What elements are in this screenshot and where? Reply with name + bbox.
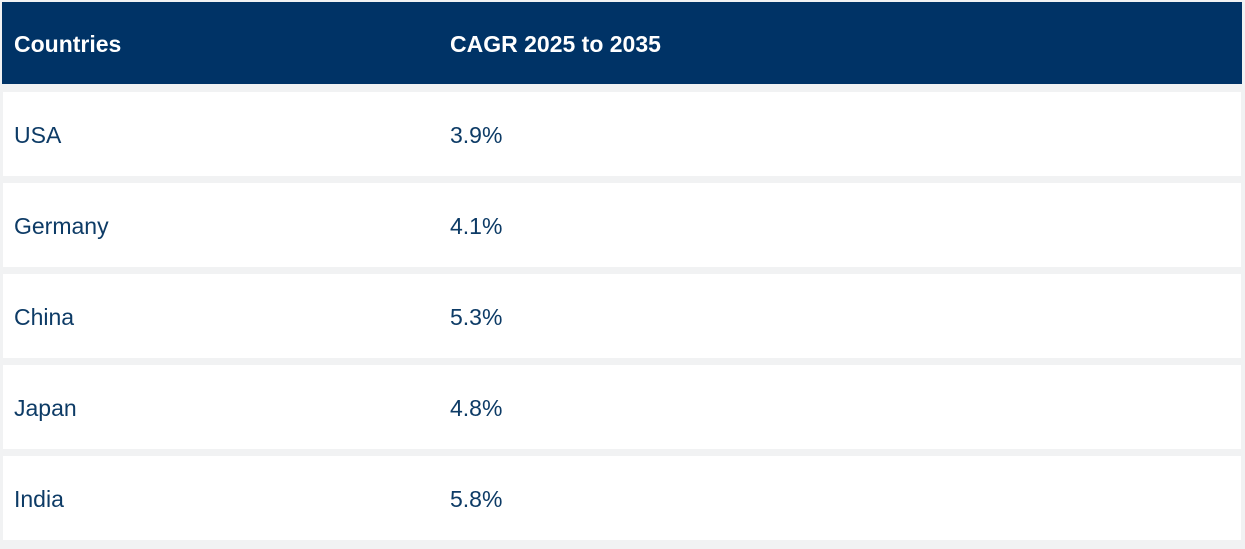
country-cell: Japan [14,395,77,421]
country-cell: USA [14,122,62,148]
table-row: USA 3.9% [3,92,1241,176]
country-cell: India [14,486,64,512]
cagr-cell: 4.1% [450,213,503,239]
cagr-cell: 5.3% [450,304,503,330]
table-row: Germany 4.1% [3,183,1241,267]
table-row: India 5.8% [3,456,1241,540]
header-countries: Countries [14,31,122,57]
table-row: Japan 4.8% [3,365,1241,449]
table-row: China 5.3% [3,274,1241,358]
country-cell: Germany [14,213,109,239]
cagr-cell: 3.9% [450,122,503,148]
table-header-row: Countries CAGR 2025 to 2035 [2,2,1242,84]
cagr-cell: 4.8% [450,395,503,421]
country-cell: China [14,304,75,330]
cagr-cell: 5.8% [450,486,503,512]
header-cagr: CAGR 2025 to 2035 [450,31,661,57]
